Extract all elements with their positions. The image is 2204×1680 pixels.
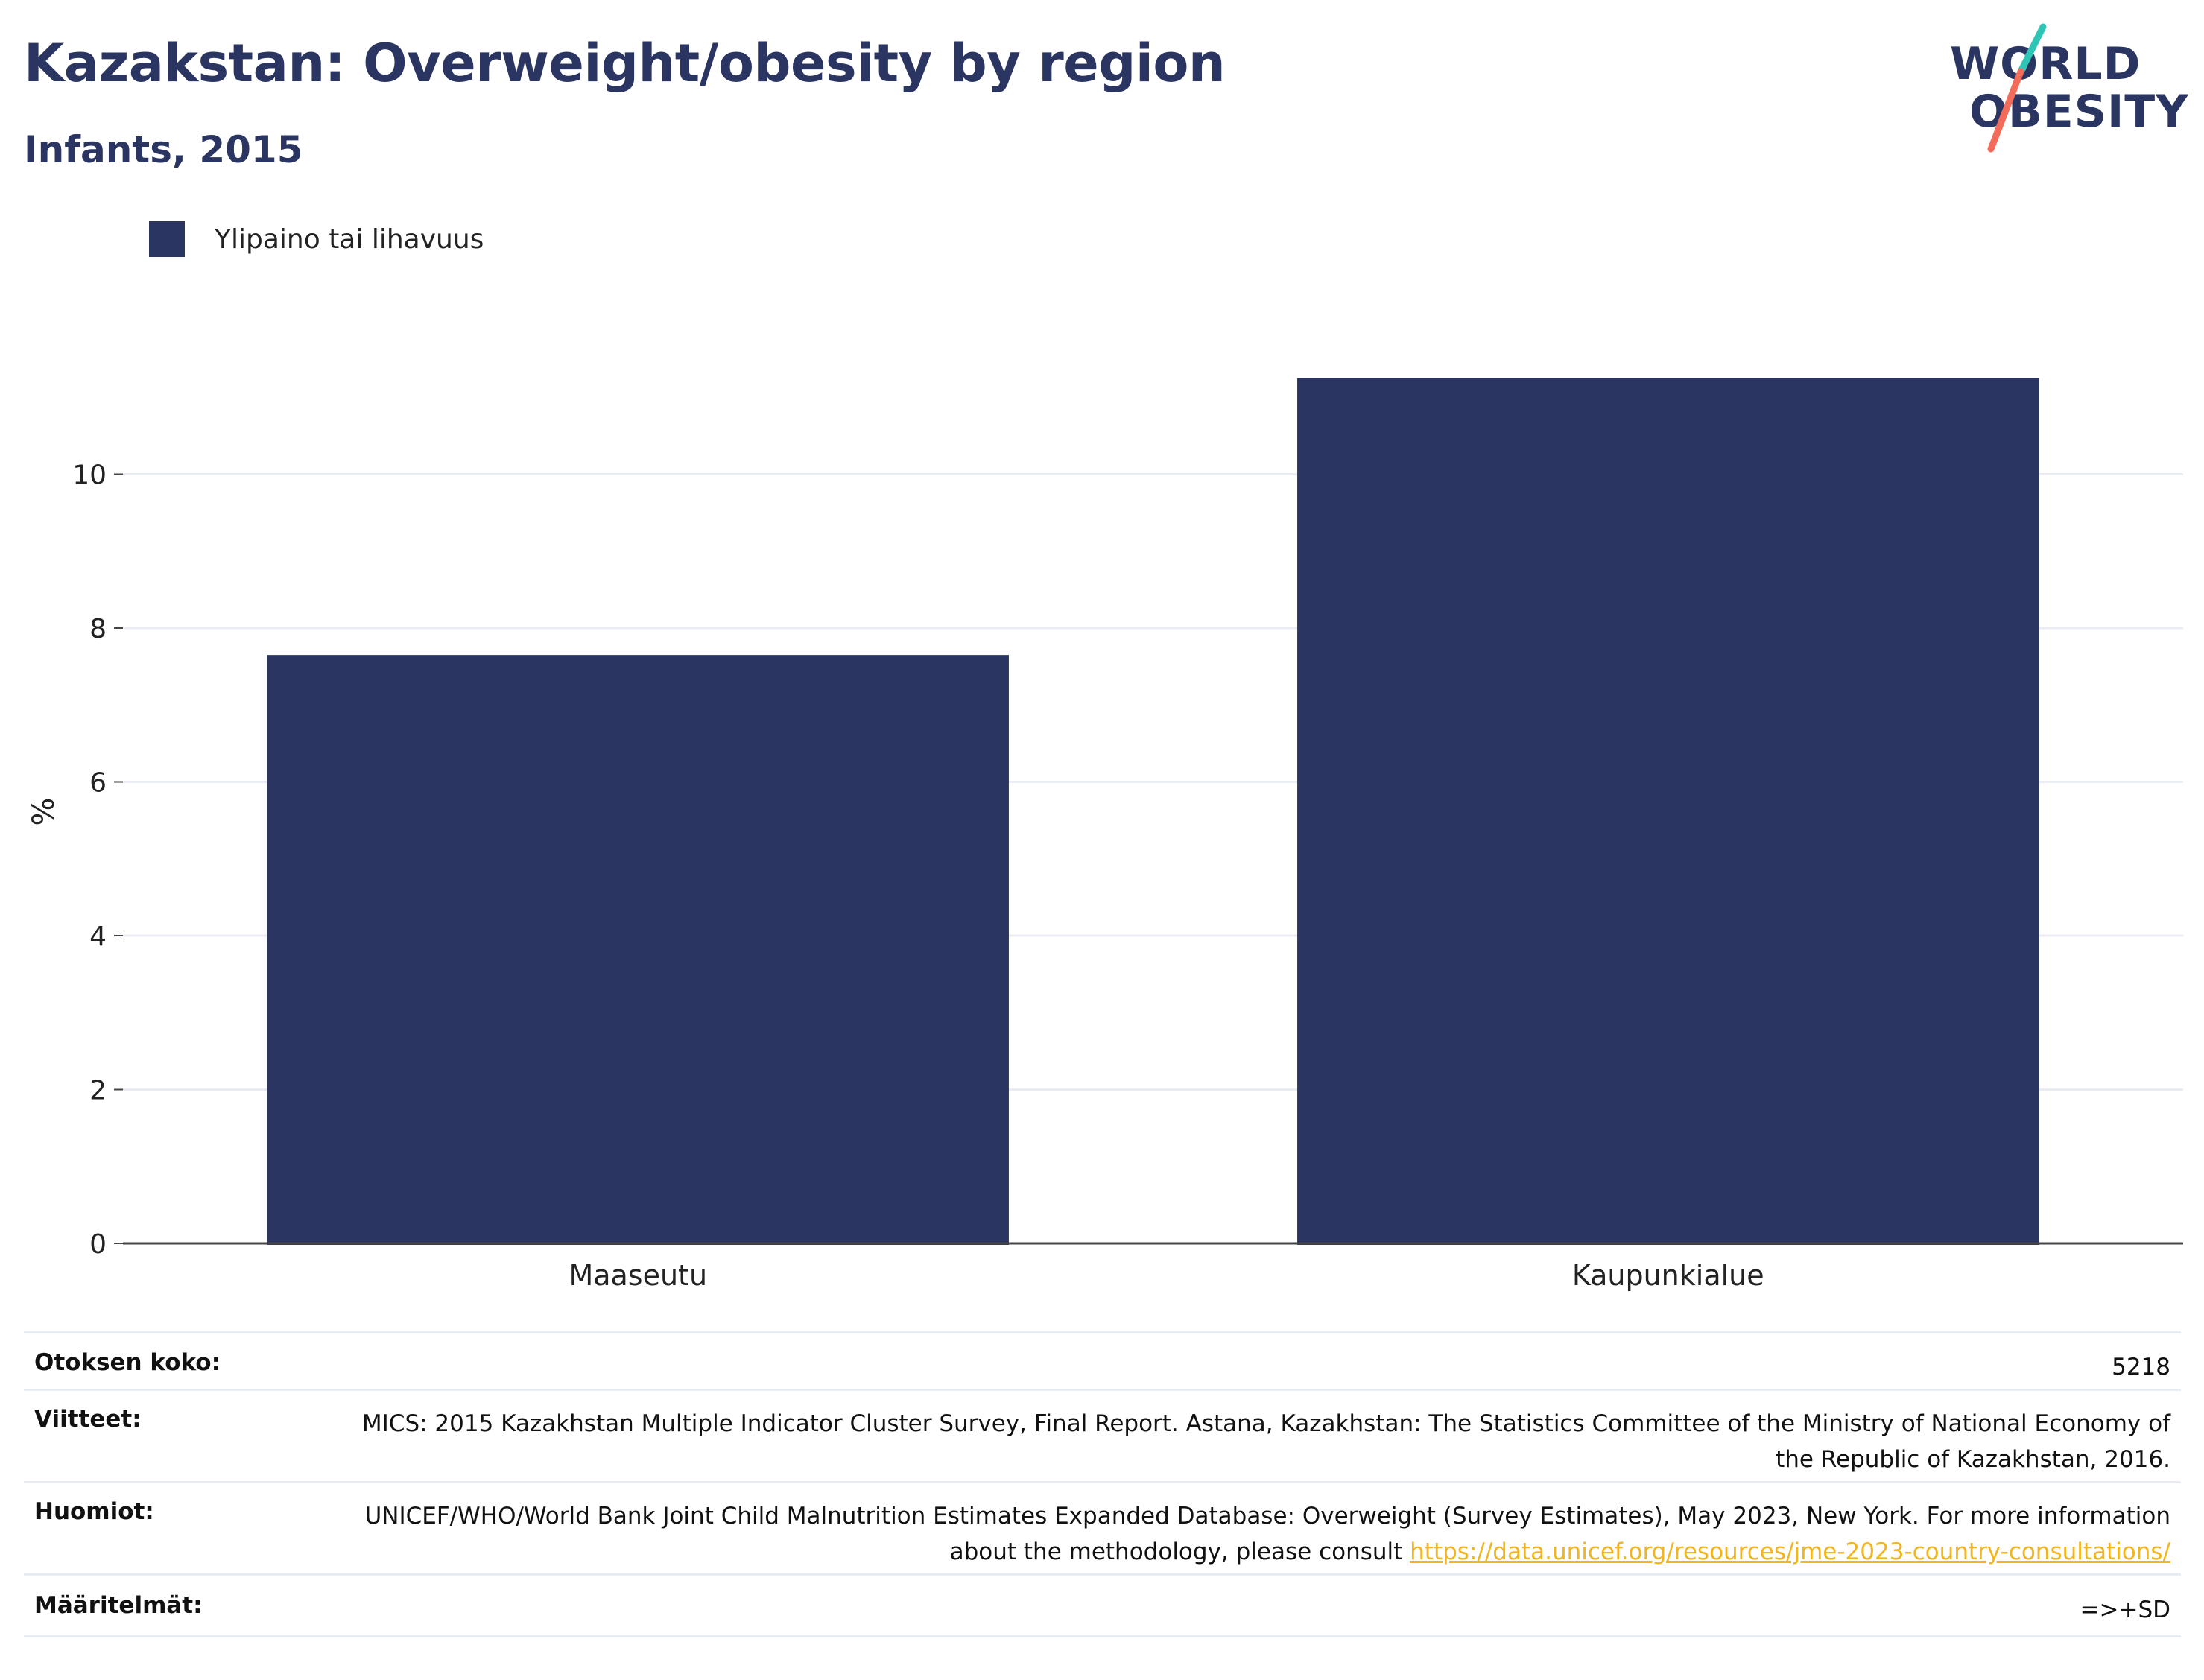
y-tick-label: 10 — [72, 460, 107, 491]
notes-label: Huomiot: — [24, 1481, 322, 1575]
info-row-definitions: Määritelmät: =>+SD — [24, 1573, 2181, 1637]
y-tick-label: 6 — [89, 768, 107, 799]
y-tick-label: 4 — [89, 922, 107, 952]
notes-value: UNICEF/WHO/World Bank Joint Child Malnut… — [322, 1481, 2181, 1575]
world-obesity-logo[interactable]: WORLD OBESITY — [1937, 21, 2191, 155]
references-label: Viitteet: — [24, 1389, 322, 1483]
sample-size-value: 5218 — [322, 1331, 2181, 1390]
y-tick-label: 2 — [89, 1076, 107, 1106]
logo-word-world: WORLD — [1950, 38, 2141, 90]
definitions-value: =>+SD — [322, 1573, 2181, 1637]
y-tick-label: 8 — [89, 614, 107, 644]
logo-slash-icon — [1987, 23, 2047, 153]
references-value: MICS: 2015 Kazakhstan Multiple Indicator… — [322, 1389, 2181, 1483]
notes-text: UNICEF/WHO/World Bank Joint Child Malnut… — [364, 1503, 2170, 1565]
sample-size-label: Otoksen koko: — [24, 1331, 322, 1390]
bar — [1297, 378, 2039, 1245]
legend-swatch — [149, 221, 185, 257]
info-row-sample-size: Otoksen koko: 5218 — [24, 1331, 2181, 1390]
info-row-notes: Huomiot: UNICEF/WHO/World Bank Joint Chi… — [24, 1481, 2181, 1575]
legend-label: Ylipaino tai lihavuus — [215, 224, 484, 255]
bar-chart: 0 2 4 6 8 10% Maaseutu Kaupunkialue — [27, 378, 2183, 1292]
info-row-references: Viitteet: MICS: 2015 Kazakhstan Multiple… — [24, 1389, 2181, 1483]
notes-link[interactable]: https://data.unicef.org/resources/jme-20… — [1410, 1538, 2170, 1565]
chart-subtitle: Infants, 2015 — [24, 128, 303, 171]
chart-title: Kazakstan: Overweight/obesity by region — [24, 33, 1226, 94]
y-tick-label: 0 — [89, 1229, 107, 1260]
y-axis-title: % — [27, 797, 61, 825]
x-category-label: Kaupunkialue — [1572, 1259, 1764, 1292]
chart-legend[interactable]: Ylipaino tai lihavuus — [149, 221, 484, 257]
x-category-label: Maaseutu — [569, 1259, 707, 1292]
info-table: Otoksen koko: 5218 Viitteet: MICS: 2015 … — [24, 1331, 2181, 1637]
bar — [267, 655, 1009, 1245]
definitions-label: Määritelmät: — [24, 1573, 322, 1637]
